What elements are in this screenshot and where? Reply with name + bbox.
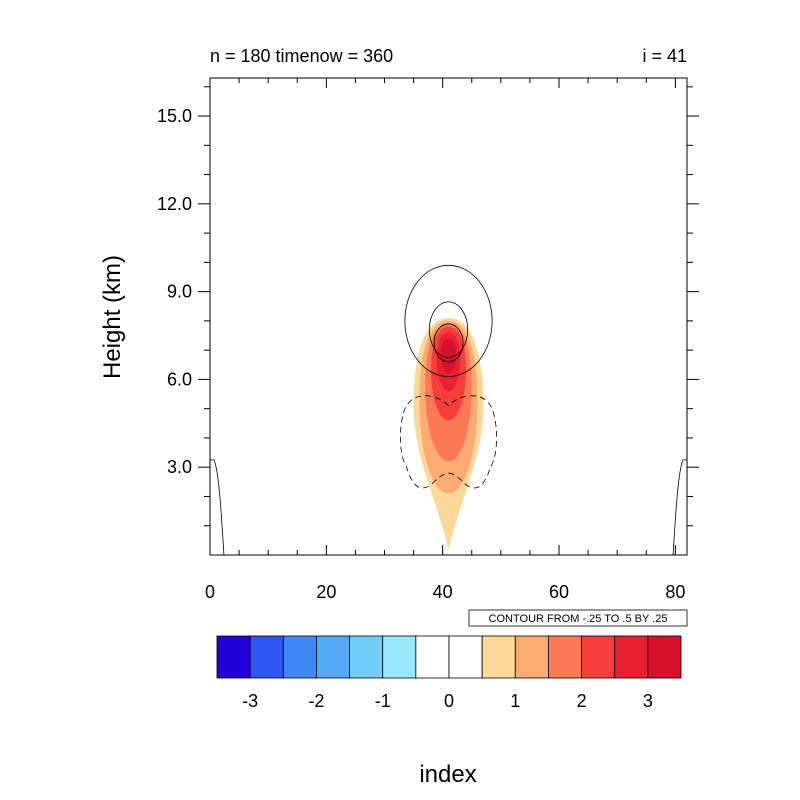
colorbar-tick-label: 3 (643, 691, 653, 711)
colorbar-swatch (282, 635, 317, 679)
title-right: i = 41 (642, 46, 687, 66)
colorbar: -3 -2 -1 0 1 2 3 (216, 635, 682, 711)
contour-line-dashed (400, 395, 497, 489)
contour-line-left-edge (210, 459, 225, 556)
colorbar-swatch (514, 635, 549, 679)
contour-line-middle (428, 301, 469, 358)
colorbar-swatch (415, 635, 450, 679)
colorbar-swatch (647, 635, 682, 679)
colorbar-swatch (481, 635, 516, 679)
colorbar-tick-label: 2 (577, 691, 587, 711)
colorbar-tick-label: -3 (242, 691, 258, 711)
x-tick-label: 60 (549, 582, 569, 602)
colorbar-swatch (349, 635, 384, 679)
colorbar-swatch (448, 635, 483, 679)
y-axis-label: Height (km) (99, 255, 126, 379)
x-tick-label: 80 (665, 582, 685, 602)
x-tick-label: 0 (205, 582, 215, 602)
colorbar-tick-label: -1 (375, 691, 391, 711)
y-tick-label: 15.0 (157, 106, 192, 126)
colorbar-tick-label: 1 (510, 691, 520, 711)
title-left: n = 180 timenow = 360 (210, 46, 393, 66)
x-axis-ticks: 0 20 40 60 80 (205, 78, 685, 602)
contour-info-box (468, 609, 688, 627)
contour-line-inner (433, 323, 464, 363)
colorbar-swatch (614, 635, 649, 679)
line-contours (210, 264, 687, 556)
contour-fill-level-3-5 (440, 338, 457, 374)
colorbar-swatch (316, 635, 350, 679)
colorbar-swatch (382, 635, 417, 679)
contour-line-outer (404, 264, 493, 377)
y-tick-label: 6.0 (167, 369, 192, 389)
contour-info-text: CONTOUR FROM -.25 TO .5 BY .25 (489, 613, 668, 625)
contour-line-right-edge (672, 459, 687, 556)
y-axis-ticks: 3.0 6.0 9.0 12.0 15.0 (157, 86, 699, 527)
x-tick-label: 20 (316, 582, 336, 602)
colorbar-swatch (581, 635, 616, 679)
plot-frame (209, 77, 688, 556)
filled-contours (413, 317, 484, 550)
y-tick-label: 3.0 (167, 457, 192, 477)
x-axis-label: index (419, 761, 476, 788)
colorbar-swatch (216, 635, 251, 679)
colorbar-tick-label: 0 (444, 691, 454, 711)
y-tick-label: 12.0 (157, 194, 192, 214)
x-tick-label: 40 (433, 582, 453, 602)
colorbar-swatch (249, 635, 284, 679)
y-tick-label: 9.0 (167, 282, 192, 302)
colorbar-swatch (548, 635, 582, 679)
colorbar-tick-label: -2 (308, 691, 324, 711)
